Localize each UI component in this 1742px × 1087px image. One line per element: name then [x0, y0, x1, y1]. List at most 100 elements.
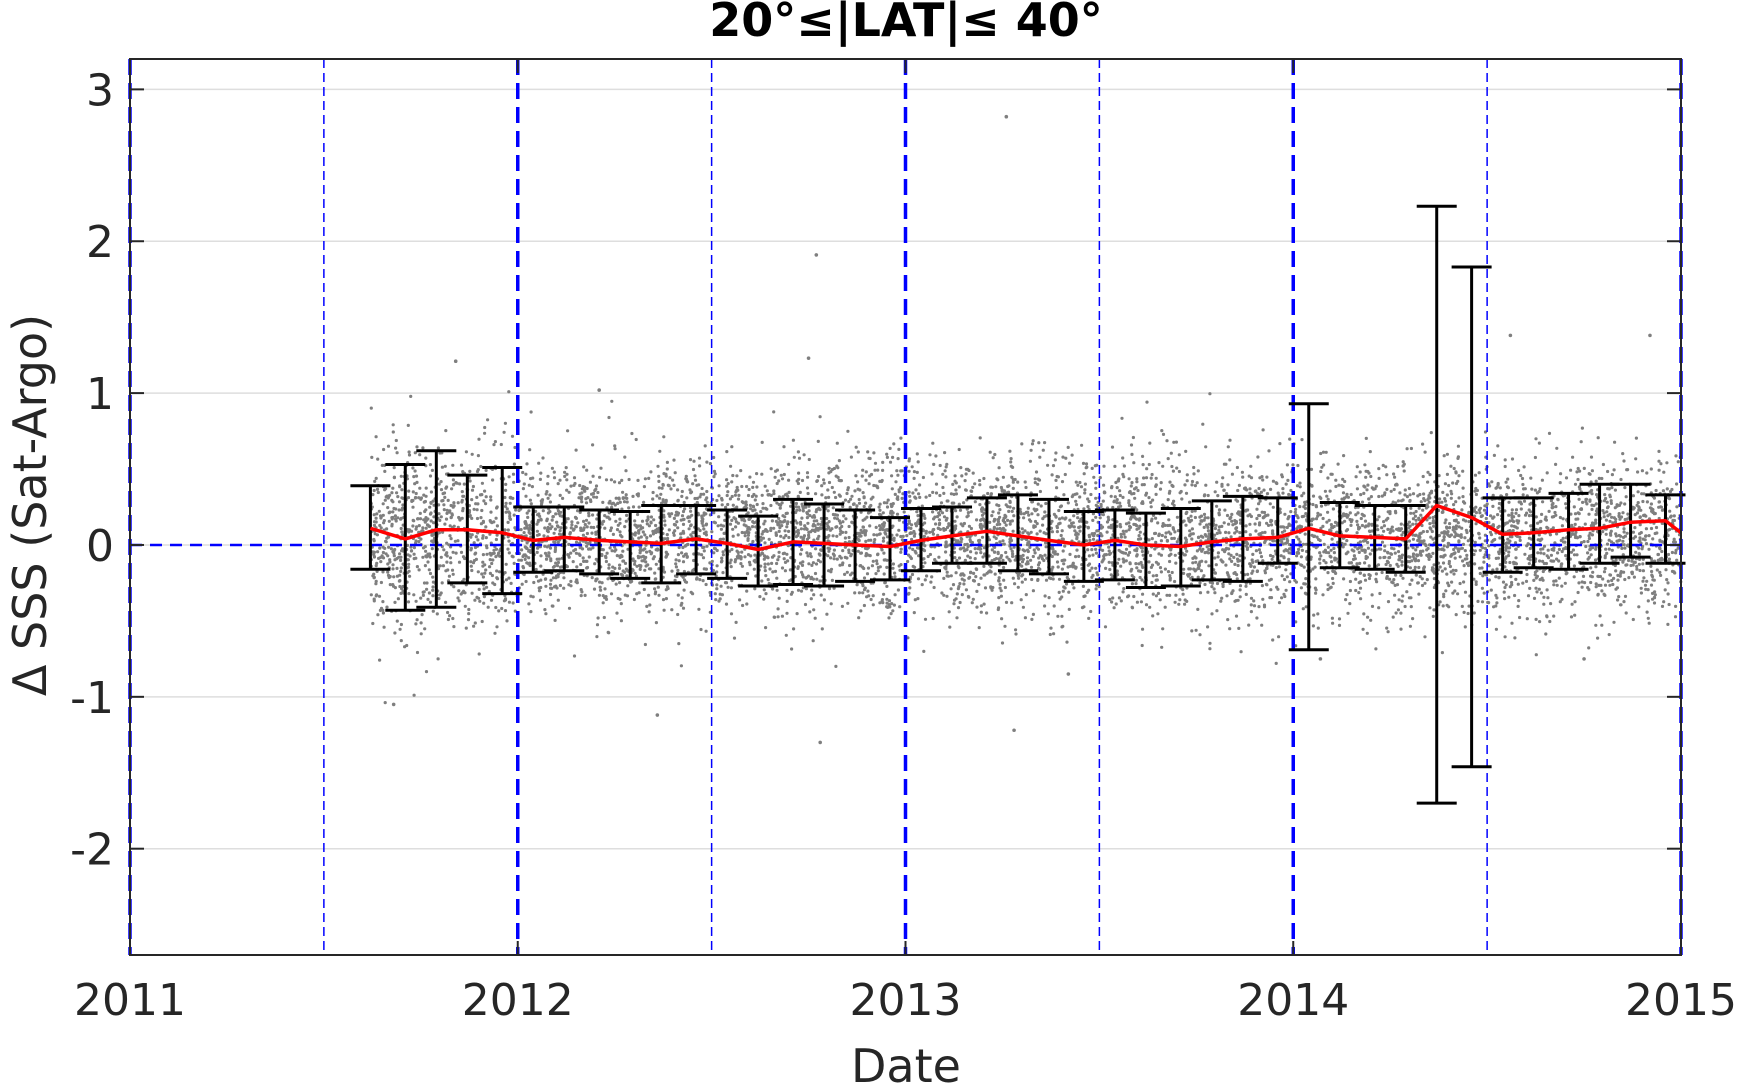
scatter-point [1517, 599, 1521, 603]
scatter-point [374, 516, 378, 520]
scatter-point [633, 559, 637, 564]
scatter-point [1463, 536, 1467, 540]
scatter-point [990, 485, 995, 489]
scatter-point [435, 612, 439, 616]
scatter-point [1188, 567, 1192, 571]
scatter-point [502, 430, 506, 434]
scatter-point [1071, 582, 1075, 586]
scatter-point [1407, 486, 1411, 491]
scatter-point [1055, 560, 1060, 564]
scatter-point [1442, 595, 1446, 599]
scatter-point [1113, 464, 1117, 468]
scatter-point [656, 464, 660, 468]
scatter-point [782, 472, 786, 477]
scatter-point [1140, 578, 1144, 582]
scatter-point [386, 506, 390, 510]
scatter-point [893, 571, 897, 575]
scatter-point [1348, 588, 1352, 593]
scatter-point [900, 496, 904, 500]
scatter-point [374, 476, 378, 480]
scatter-point [1503, 597, 1507, 601]
scatter-point [1602, 515, 1606, 519]
scatter-point [1644, 534, 1648, 538]
scatter-point [1192, 472, 1196, 476]
scatter-point [651, 497, 655, 501]
scatter-point [755, 485, 759, 489]
scatter-point [649, 521, 653, 525]
scatter-point [387, 545, 391, 549]
scatter-point [1369, 618, 1373, 622]
scatter-point [424, 456, 428, 460]
scatter-point [853, 591, 857, 595]
scatter-point [1284, 482, 1288, 486]
scatter-point [730, 518, 734, 523]
scatter-point [1463, 549, 1467, 553]
scatter-point [1134, 578, 1138, 582]
scatter-point [807, 504, 811, 508]
scatter-point [1172, 440, 1176, 444]
scatter-point [460, 516, 464, 520]
scatter-point [915, 546, 920, 550]
scatter-point [619, 602, 623, 606]
scatter-point [947, 610, 951, 614]
scatter-point [1485, 502, 1489, 506]
scatter-point [704, 498, 708, 502]
scatter-point [595, 517, 599, 521]
scatter-point [1062, 562, 1066, 566]
scatter-point [748, 563, 752, 567]
scatter-point [862, 504, 866, 509]
scatter-point [1452, 572, 1456, 576]
scatter-point [631, 532, 635, 536]
scatter-point [513, 526, 517, 530]
scatter-point [1503, 635, 1507, 639]
scatter-point [1442, 454, 1446, 458]
scatter-point [1586, 539, 1590, 544]
scatter-point [372, 599, 376, 603]
scatter-point [1068, 552, 1072, 557]
scatter-point [412, 693, 416, 697]
scatter-point [688, 458, 693, 462]
scatter-point [1555, 557, 1559, 561]
scatter-point [751, 505, 756, 509]
scatter-point [1657, 500, 1661, 504]
scatter-point [753, 553, 757, 557]
scatter-point [442, 508, 446, 512]
scatter-point [914, 488, 918, 492]
scatter-point [1561, 536, 1565, 540]
scatter-point [1390, 546, 1394, 550]
scatter-point [1569, 550, 1573, 554]
scatter-point [1151, 614, 1155, 618]
scatter-point [420, 613, 424, 617]
scatter-point [1636, 501, 1640, 505]
scatter-point [1454, 481, 1459, 486]
scatter-point [908, 586, 912, 590]
scatter-point [856, 531, 860, 536]
scatter-point [746, 493, 751, 498]
scatter-point [374, 435, 378, 439]
scatter-point [414, 599, 418, 603]
scatter-point [633, 571, 637, 575]
scatter-point [484, 502, 488, 506]
scatter-point [457, 560, 462, 564]
scatter-point [1393, 509, 1398, 513]
scatter-point [1190, 629, 1194, 633]
scatter-point [813, 616, 817, 620]
scatter-point [1601, 577, 1605, 581]
scatter-point [1283, 512, 1287, 516]
scatter-point [1121, 495, 1125, 499]
scatter-point [1326, 587, 1330, 592]
scatter-point [1344, 598, 1348, 602]
scatter-point [1438, 565, 1442, 569]
scatter-point [1557, 576, 1561, 580]
scatter-point [948, 625, 952, 629]
scatter-point [826, 509, 830, 513]
scatter-point [1528, 586, 1532, 591]
scatter-point [1535, 590, 1539, 594]
scatter-point [1037, 441, 1041, 445]
scatter-point [1249, 476, 1254, 480]
scatter-point [1442, 538, 1446, 542]
scatter-point [623, 525, 627, 529]
scatter-point [419, 496, 423, 500]
scatter-point [1141, 592, 1145, 596]
scatter-point [806, 554, 810, 558]
